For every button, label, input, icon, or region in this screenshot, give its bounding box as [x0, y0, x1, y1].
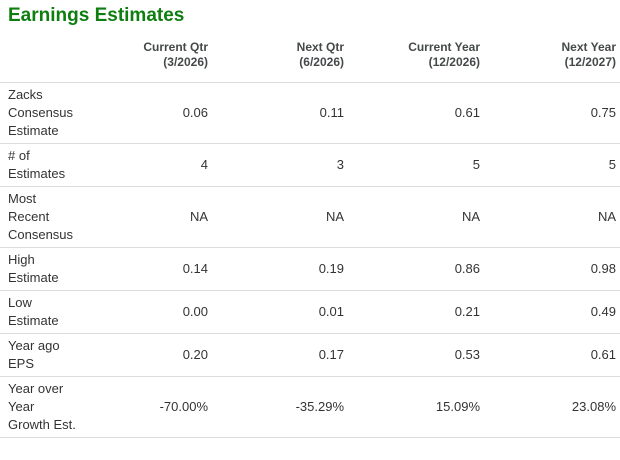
row-label: # of Estimates [0, 143, 76, 187]
estimate-value: 0.61 [484, 333, 620, 377]
earnings-estimates-section: Earnings Estimates Current Qtr (3/2026) … [0, 5, 620, 438]
earnings-estimates-table: Current Qtr (3/2026) Next Qtr (6/2026) C… [0, 27, 620, 438]
section-title: Earnings Estimates [8, 5, 185, 26]
row-label: Most Recent Consensus [0, 186, 76, 248]
column-header-period: (6/2026) [299, 55, 344, 69]
estimate-value: 0.75 [484, 82, 620, 144]
column-header-period: (3/2026) [163, 55, 208, 69]
column-header-label: Current Qtr [143, 40, 208, 54]
estimate-value: 5 [484, 143, 620, 187]
table-row: High Estimate 0.14 0.19 0.86 0.98 [0, 247, 620, 291]
estimate-value: 0.14 [76, 247, 212, 291]
estimate-value: NA [484, 186, 620, 248]
estimate-value: 23.08% [484, 376, 620, 438]
table-row: Year ago EPS 0.20 0.17 0.53 0.61 [0, 333, 620, 377]
estimate-value: 0.11 [212, 82, 348, 144]
column-header-label: Current Year [408, 40, 480, 54]
header-row: Current Qtr (3/2026) Next Qtr (6/2026) C… [0, 27, 620, 83]
estimate-value: NA [76, 186, 212, 248]
row-label: Zacks Consensus Estimate [0, 82, 76, 144]
estimate-value: NA [348, 186, 484, 248]
column-header-label: Next Year [561, 40, 617, 54]
estimate-value: 0.19 [212, 247, 348, 291]
column-header-period: (12/2027) [564, 55, 616, 69]
estimate-value: NA [212, 186, 348, 248]
estimate-value: -70.00% [76, 376, 212, 438]
estimate-value: 0.53 [348, 333, 484, 377]
table-row: Most Recent Consensus NA NA NA NA [0, 186, 620, 248]
estimate-value: 0.49 [484, 290, 620, 334]
estimate-value: 5 [348, 143, 484, 187]
table-row: Low Estimate 0.00 0.01 0.21 0.49 [0, 290, 620, 334]
estimate-value: 3 [212, 143, 348, 187]
column-header-current-qtr: Current Qtr (3/2026) [76, 27, 212, 83]
estimate-value: 0.17 [212, 333, 348, 377]
estimate-value: 0.01 [212, 290, 348, 334]
estimate-value: 0.21 [348, 290, 484, 334]
table-row: # of Estimates 4 3 5 5 [0, 143, 620, 187]
estimate-value: -35.29% [212, 376, 348, 438]
header-spacer [0, 27, 76, 83]
estimate-value: 0.98 [484, 247, 620, 291]
column-header-period: (12/2026) [428, 55, 480, 69]
estimate-value: 0.06 [76, 82, 212, 144]
row-label: Low Estimate [0, 290, 76, 334]
column-header-next-year: Next Year (12/2027) [484, 27, 620, 83]
column-header-current-year: Current Year (12/2026) [348, 27, 484, 83]
column-header-label: Next Qtr [296, 40, 344, 54]
estimate-value: 0.61 [348, 82, 484, 144]
column-header-next-qtr: Next Qtr (6/2026) [212, 27, 348, 83]
estimate-value: 4 [76, 143, 212, 187]
estimate-value: 0.86 [348, 247, 484, 291]
row-label: High Estimate [0, 247, 76, 291]
table-row: Year over Year Growth Est. -70.00% -35.2… [0, 376, 620, 438]
row-label: Year ago EPS [0, 333, 76, 377]
estimate-value: 0.00 [76, 290, 212, 334]
estimate-value: 15.09% [348, 376, 484, 438]
row-label: Year over Year Growth Est. [0, 376, 76, 438]
table-row: Zacks Consensus Estimate 0.06 0.11 0.61 … [0, 82, 620, 144]
estimate-value: 0.20 [76, 333, 212, 377]
